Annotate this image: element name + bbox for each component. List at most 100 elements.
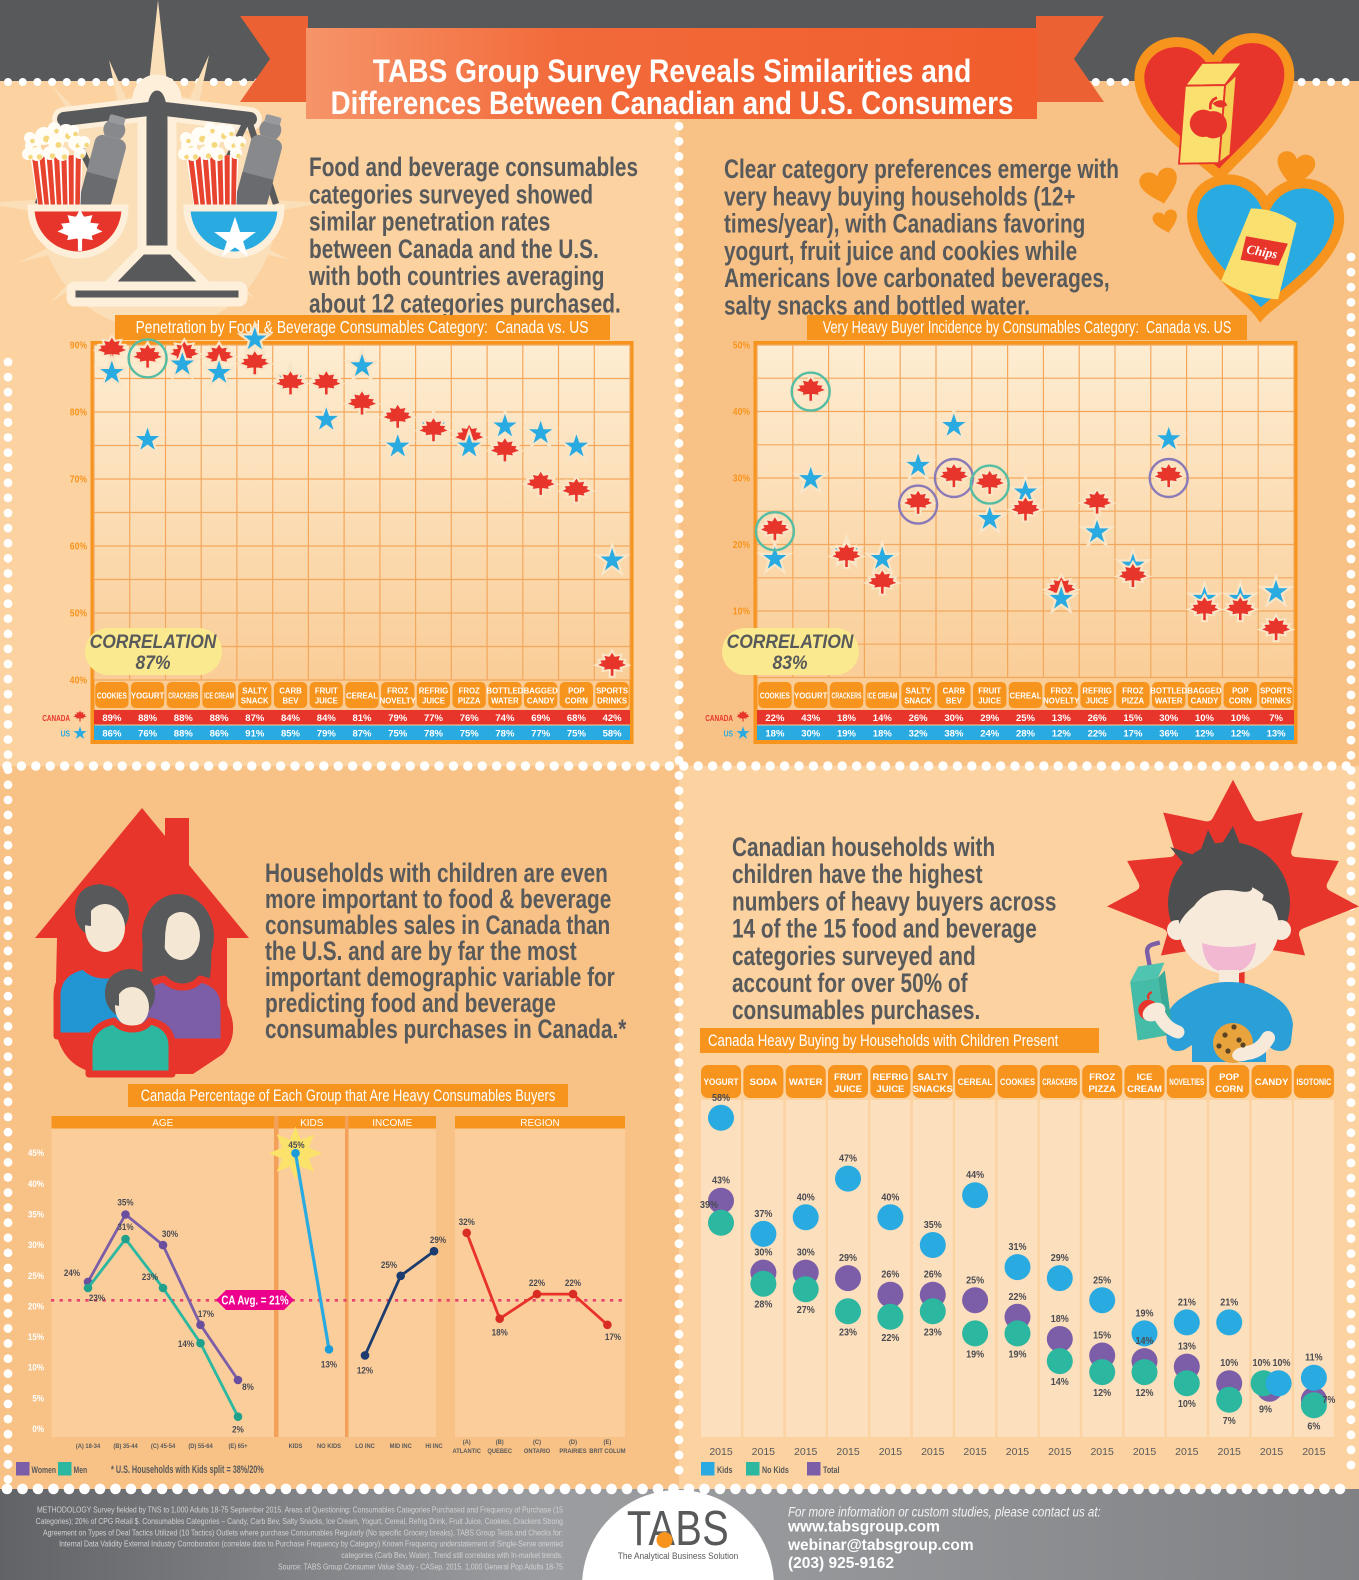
svg-text:categories surveyed and: categories surveyed and [732,941,976,971]
svg-text:40%: 40% [797,1192,816,1204]
svg-text:JUICE: JUICE [315,697,338,706]
svg-text:FROZ: FROZ [459,687,480,696]
svg-text:79%: 79% [388,713,408,724]
svg-text:FROZ: FROZ [387,687,408,696]
svg-text:80%: 80% [70,407,88,419]
svg-text:90%: 90% [70,340,88,352]
svg-text:Internal Data Validity Externa: Internal Data Validity External Industry… [59,1539,563,1549]
svg-text:consumables sales in Canada th: consumables sales in Canada than [265,910,610,940]
svg-text:13%: 13% [1178,1341,1197,1353]
svg-text:87%: 87% [136,651,171,673]
svg-text:75%: 75% [460,729,480,740]
svg-text:23%: 23% [142,1272,159,1283]
svg-text:ICE CREAM: ICE CREAM [867,692,897,701]
svg-text:FRUIT: FRUIT [315,687,338,696]
svg-text:88%: 88% [210,713,230,724]
svg-text:77%: 77% [531,729,551,740]
svg-text:7%: 7% [1269,713,1283,724]
svg-text:44%: 44% [966,1170,985,1182]
svg-text:Agreement on Types of Deal Tac: Agreement on Types of Deal Tactics Utili… [43,1528,563,1538]
svg-text:times/year), with Canadians fa: times/year), with Canadians favoring [724,209,1085,239]
svg-text:YOGURT: YOGURT [794,692,828,701]
svg-text:14%: 14% [1136,1336,1155,1348]
svg-text:JUICE: JUICE [1086,697,1109,706]
svg-text:32%: 32% [909,729,929,740]
svg-text:ICE: ICE [1137,1072,1153,1083]
svg-text:Penetration by Food & Beverage: Penetration by Food & Beverage Consumabl… [136,319,589,338]
svg-text:about 12 categories purchased.: about 12 categories purchased. [309,289,621,319]
svg-text:14%: 14% [178,1339,195,1350]
svg-text:(B) 35-44: (B) 35-44 [113,1443,138,1451]
svg-text:28%: 28% [1016,729,1036,740]
svg-text:14%: 14% [873,713,893,724]
svg-text:18%: 18% [1051,1314,1070,1326]
svg-text:Differences Between Canadian a: Differences Between Canadian and U.S. Co… [331,86,1014,121]
svg-text:2015: 2015 [752,1446,776,1458]
svg-text:17%: 17% [1123,729,1143,740]
svg-text:20%: 20% [28,1301,44,1312]
svg-text:2015: 2015 [1302,1446,1326,1458]
svg-text:12%: 12% [1052,729,1072,740]
svg-text:6%: 6% [1307,1421,1321,1433]
svg-text:84%: 84% [281,713,301,724]
svg-text:SPORTS: SPORTS [596,687,628,696]
svg-text:22%: 22% [881,1332,900,1344]
svg-text:75%: 75% [567,729,587,740]
svg-text:83%: 83% [773,651,808,673]
svg-text:86%: 86% [102,729,122,740]
svg-text:similar penetration rates: similar penetration rates [309,207,550,237]
svg-text:19%: 19% [837,729,857,740]
svg-text:ISOTONIC: ISOTONIC [1296,1077,1331,1088]
svg-text:43%: 43% [712,1175,731,1187]
svg-text:JUICE: JUICE [876,1084,904,1095]
svg-text:BAGGED: BAGGED [1187,687,1222,696]
svg-text:the U.S. and are by far the mo: the U.S. and are by far the most [265,936,577,966]
svg-text:SNACKS: SNACKS [913,1084,953,1095]
svg-text:SALTY: SALTY [242,687,268,696]
svg-text:Very Heavy Buyer Incidence by: Very Heavy Buyer Incidence by Consumable… [823,318,1232,337]
svg-text:FROZ: FROZ [1089,1072,1115,1083]
svg-text:FRUIT: FRUIT [978,687,1001,696]
svg-text:23%: 23% [924,1327,943,1339]
svg-text:categories (Carb Bev, Water).: categories (Carb Bev, Water). Trend stil… [341,1550,563,1560]
svg-text:12%: 12% [1093,1388,1112,1400]
svg-text:CRACKERS: CRACKERS [1042,1077,1077,1088]
svg-text:84%: 84% [317,713,337,724]
svg-text:10%: 10% [1178,1399,1197,1411]
svg-text:40%: 40% [28,1178,44,1189]
svg-text:SALTY: SALTY [906,687,932,696]
svg-text:CARB: CARB [943,687,966,696]
svg-text:SPORTS: SPORTS [1260,687,1292,696]
svg-text:18%: 18% [873,729,893,740]
svg-text:30%: 30% [1159,713,1179,724]
svg-text:KIDS: KIDS [289,1443,303,1451]
svg-text:NO KIDS: NO KIDS [317,1443,341,1451]
svg-text:40%: 40% [733,406,751,418]
svg-text:21%: 21% [1220,1297,1239,1309]
svg-text:5%: 5% [32,1393,44,1404]
svg-text:CORRELATION: CORRELATION [90,630,218,652]
svg-text:7%: 7% [1322,1394,1336,1406]
svg-text:BEV: BEV [282,697,299,706]
svg-text:0%: 0% [32,1423,44,1434]
svg-text:between Canada and the U.S.: between Canada and the U.S. [309,234,599,264]
svg-text:25%: 25% [1016,713,1036,724]
svg-text:DRINKS: DRINKS [597,697,627,706]
svg-text:22%: 22% [1088,729,1108,740]
svg-text:COOKIES: COOKIES [1000,1077,1035,1088]
svg-text:76%: 76% [460,713,480,724]
svg-text:BOTTLED: BOTTLED [486,687,523,696]
svg-text:11%: 11% [1305,1352,1323,1364]
svg-text:* U.S. Households with Kids sp: * U.S. Households with Kids split = 38%/… [111,1464,264,1476]
svg-text:BOTTLED: BOTTLED [1150,687,1187,696]
svg-text:QUEBEC: QUEBEC [487,1448,512,1456]
svg-text:2015: 2015 [963,1446,987,1458]
svg-text:87%: 87% [352,729,372,740]
svg-text:REFRIG: REFRIG [419,687,448,696]
svg-text:US: US [61,729,70,739]
svg-text:85%: 85% [281,729,301,740]
svg-text:BAGGED: BAGGED [524,687,559,696]
svg-text:ONTARIO: ONTARIO [524,1448,550,1456]
svg-text:2015: 2015 [1175,1446,1199,1458]
svg-text:45%: 45% [288,1140,305,1151]
